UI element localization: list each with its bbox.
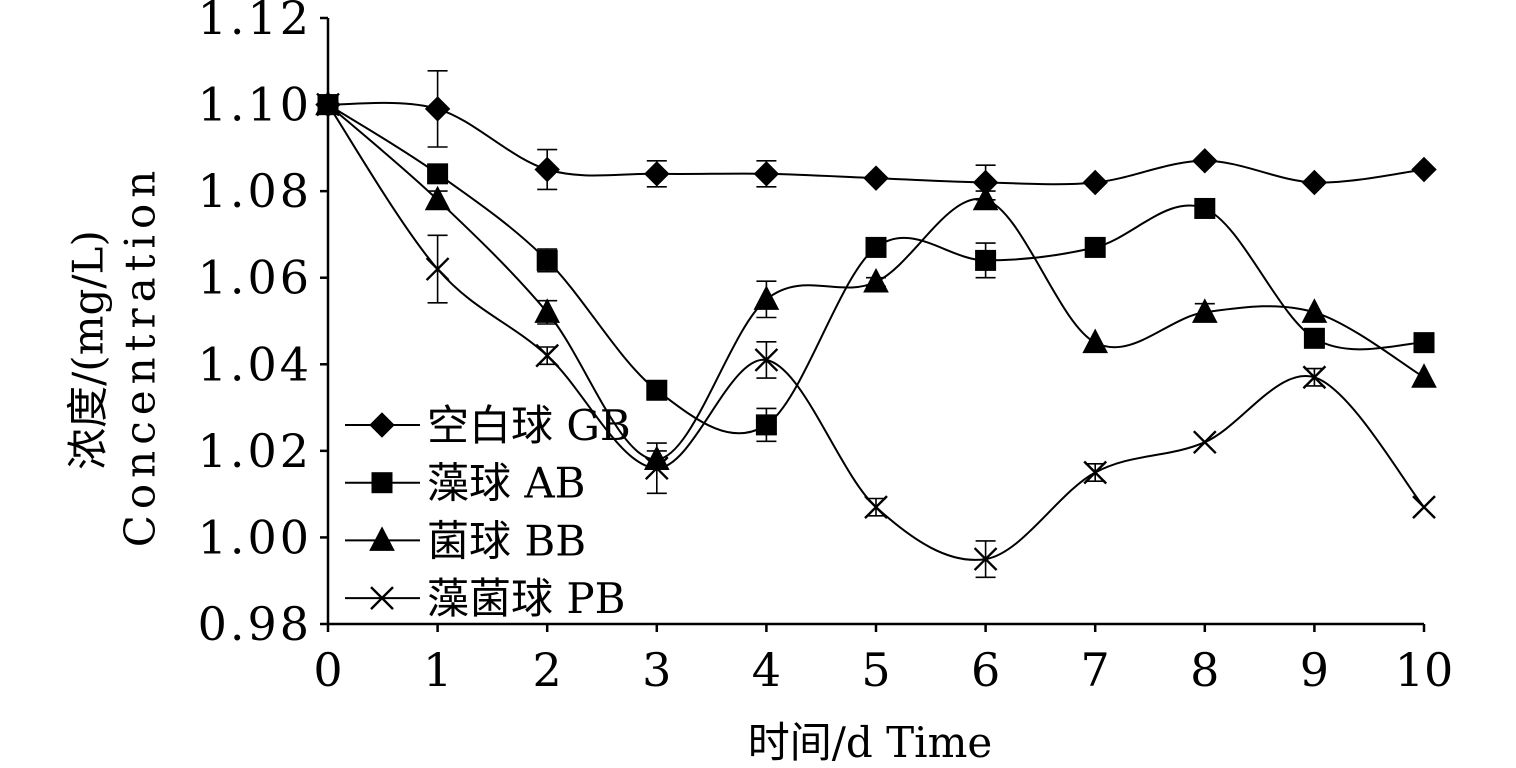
y-axis-title-chinese: 浓度/(mg/L) [64,230,113,470]
legend-marker-ab [371,472,393,494]
ab-data-point [865,236,887,258]
series-pb [316,92,1436,579]
pb-data-point [1083,460,1108,485]
bb-data-point [863,267,889,293]
ab-data-point [536,249,558,271]
gb-data-point [534,156,560,183]
y-tick-label: 1.02 [198,424,312,478]
legend-label-bb: 菌球 BB [427,516,586,565]
legend-item-gb: 空白球 GB [345,401,631,450]
legend-marker-gb [369,412,395,438]
bb-data-point [424,185,451,211]
pb-data-point [1192,430,1217,455]
bb-data-point [534,298,561,323]
legend-item-pb: 藻菌球 PB [345,574,625,623]
gb-data-point [1301,169,1328,196]
gb-data-point [424,96,451,122]
pb-data-point [864,495,888,519]
ab-data-point [975,249,997,271]
series-line-bb [327,103,1425,461]
legend-item-bb: 菌球 BB [345,516,586,565]
pb-data-point [973,547,998,571]
pb-data-point [1302,365,1327,390]
series-line-ab [327,103,1425,435]
x-tick-label: 4 [752,643,781,697]
pb-data-point [535,343,560,368]
legend-label-gb: 空白球 GB [427,401,631,450]
legend-marker-bb [369,526,395,551]
gb-data-point [644,161,670,187]
x-tick-label: 3 [642,643,671,697]
series-gb [315,70,1437,201]
y-axis-title-english: Concentration [116,165,165,548]
series-ab [317,94,1435,443]
legend-marker-pb [370,586,394,610]
ab-data-point [1084,236,1106,258]
ab-data-point [1303,327,1325,349]
legend-label-pb: 藻菌球 PB [427,574,625,623]
y-tick-label: 1.04 [198,337,312,391]
x-tick-label: 1 [423,643,452,697]
x-tick-label: 6 [971,643,1000,697]
bb-data-point [1082,328,1109,354]
ab-data-point [755,414,777,436]
bb-data-point [1411,363,1437,388]
axes: 0.98 1.00 1.02 1.04 1.06 1.08 1.10 1.12 0 1 2 3 4 5 6 7… [64,0,1454,767]
x-tick-label: 7 [1081,643,1110,697]
x-tick-label: 2 [533,643,562,697]
gb-data-point [753,161,780,187]
ab-data-point [1413,332,1435,354]
bb-data-point [753,285,780,310]
legend: 空白球 GB 藻球 AB 菌球 BB 藻菌球 PB [345,401,631,623]
gb-data-point [1082,169,1108,196]
bb-data-point [1191,298,1218,323]
x-tick-label: 0 [313,643,342,697]
ab-data-point [1194,197,1216,219]
ab-data-point [646,379,668,401]
pb-data-point [754,348,779,372]
bb-data-point [972,185,999,211]
gb-data-point [1192,148,1218,174]
pb-data-point [1412,495,1436,519]
y-tick-label: 1.06 [198,251,312,305]
y-tick-label: 1.12 [198,0,312,45]
y-tick-label: 1.00 [198,510,312,564]
pb-data-point [316,92,340,117]
gb-data-point [1411,156,1437,183]
y-tick-label: 1.08 [198,164,312,218]
x-tick-label: 5 [861,643,890,697]
x-tick-label: 8 [1190,643,1219,697]
y-tick-label: 0.98 [198,597,312,651]
pb-data-point [425,257,450,281]
plot-area [315,70,1437,579]
bb-data-point [1301,298,1328,323]
y-tick-label: 1.10 [198,78,312,132]
ab-data-point [427,163,449,185]
legend-item-ab: 藻球 AB [345,459,586,508]
x-axis-title: 时间/d Time [748,718,993,767]
gb-data-point [863,165,889,191]
series-line-pb [327,104,1425,561]
pb-data-point [644,456,669,481]
legend-label-ab: 藻球 AB [427,459,586,508]
x-tick-label: 9 [1300,643,1329,697]
x-tick-label: 10 [1395,643,1454,697]
